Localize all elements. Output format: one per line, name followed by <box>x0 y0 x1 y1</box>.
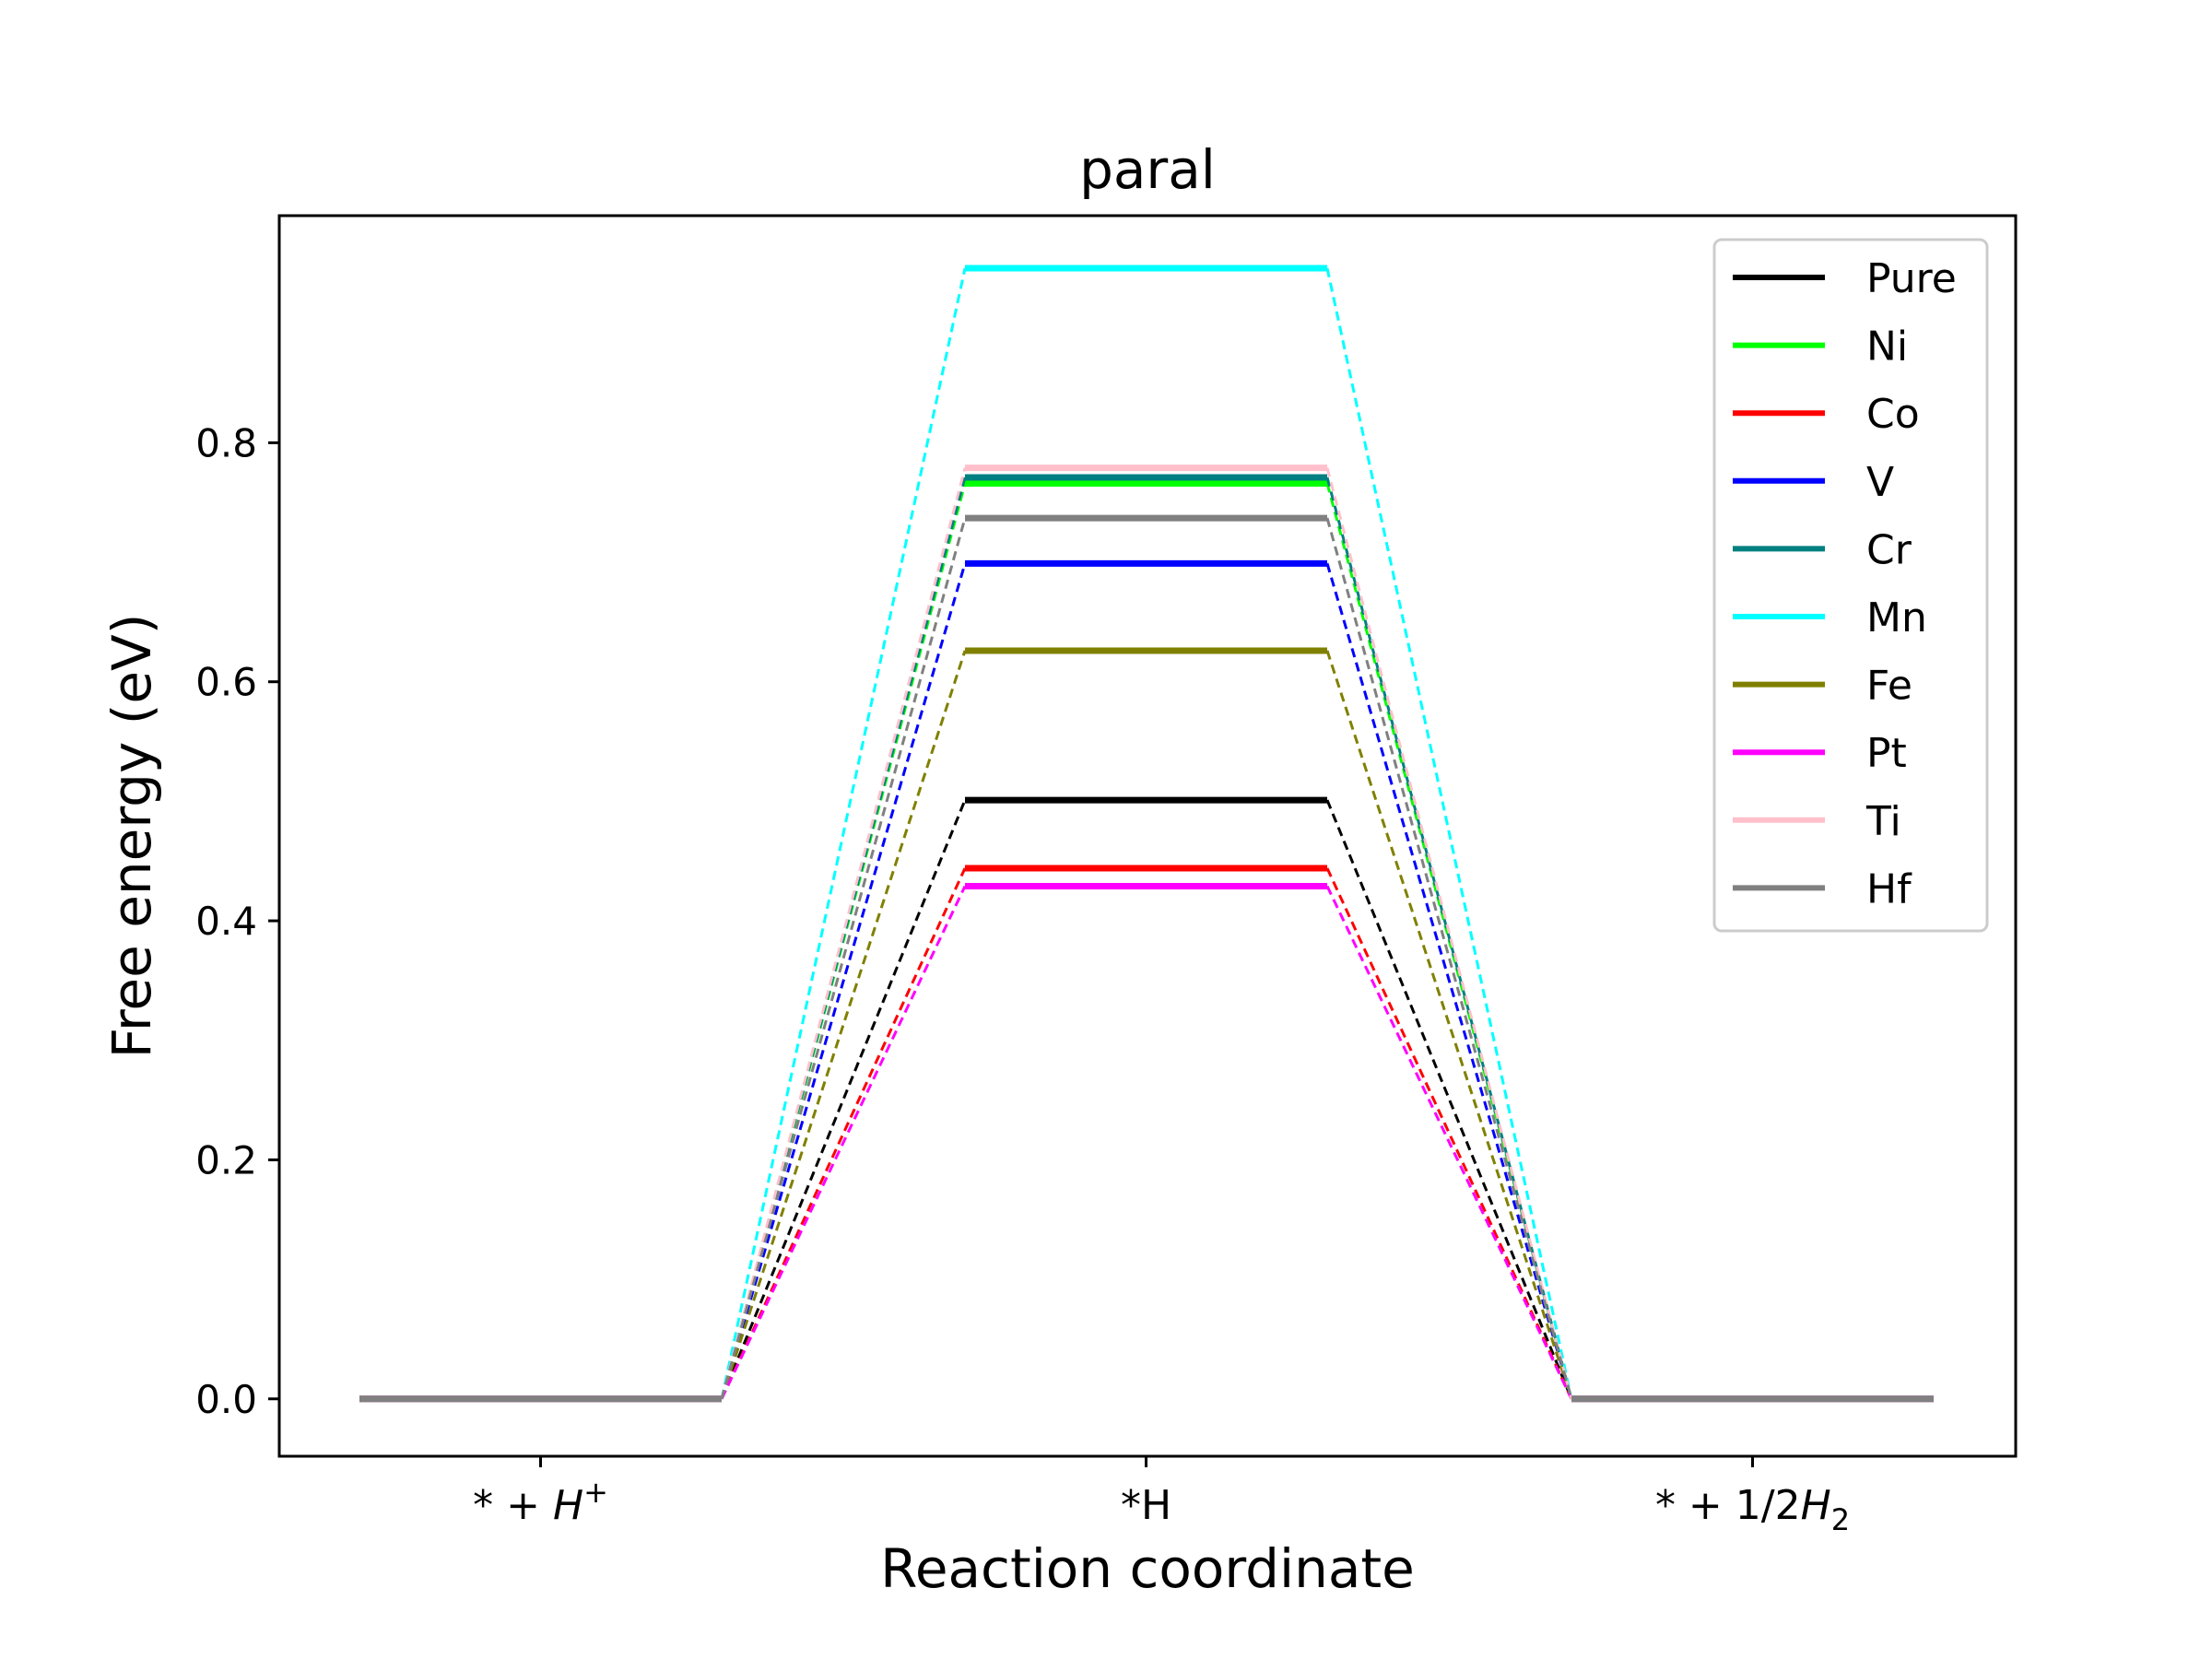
y-axis-ticks: 0.0 0.2 0.4 0.6 0.8 <box>195 420 279 1422</box>
connector-line <box>1325 650 1573 1400</box>
connector-line <box>720 517 967 1400</box>
connector-line <box>1325 467 1573 1400</box>
series-hf <box>359 514 1934 1403</box>
connector-line <box>1325 477 1573 1400</box>
y-tick-label: 0.2 <box>195 1137 257 1182</box>
legend-label: Mn <box>1866 594 1927 641</box>
legend-label: Fe <box>1866 663 1912 710</box>
connector-line <box>720 267 967 1400</box>
connector-line <box>1325 562 1573 1400</box>
connector-line <box>1325 867 1573 1400</box>
connector-line <box>720 467 967 1400</box>
x-axis-label: Reaction coordinate <box>880 1537 1415 1600</box>
y-tick-label: 0.6 <box>195 660 257 705</box>
y-tick-label: 0.0 <box>195 1377 257 1422</box>
legend-label: Hf <box>1866 865 1912 912</box>
connector-line <box>1325 885 1573 1400</box>
y-axis-label: Free energy (eV) <box>100 614 163 1059</box>
legend-label: Cr <box>1866 526 1912 573</box>
chart-title: paral <box>1079 138 1216 201</box>
connector-line <box>720 650 967 1400</box>
connector-line <box>1325 799 1573 1400</box>
legend-label: Ti <box>1865 798 1901 845</box>
legend-label: Ni <box>1866 324 1908 371</box>
x-tick-label: * + 1/2H2 <box>1655 1482 1850 1537</box>
connector-line <box>1325 517 1573 1400</box>
connector-line <box>720 885 967 1400</box>
x-tick-label: * + H+ <box>473 1475 608 1529</box>
x-axis-ticks: * + H+ *H * + 1/2H2 <box>473 1456 1850 1537</box>
connector-line <box>720 562 967 1400</box>
y-tick-label: 0.4 <box>195 899 257 944</box>
legend-label: Co <box>1866 391 1920 438</box>
legend-label: Pure <box>1866 255 1957 302</box>
x-tick-label: *H <box>1121 1482 1171 1529</box>
connector-line <box>1325 267 1573 1400</box>
legend: Pure Ni Co V Cr Mn Fe Pt Ti Hf <box>1712 238 1989 933</box>
series-layer <box>359 265 1934 1403</box>
legend-label: V <box>1866 459 1894 506</box>
y-tick-label: 0.8 <box>195 420 257 465</box>
connector-line <box>720 799 967 1400</box>
legend-label: Pt <box>1866 730 1907 777</box>
